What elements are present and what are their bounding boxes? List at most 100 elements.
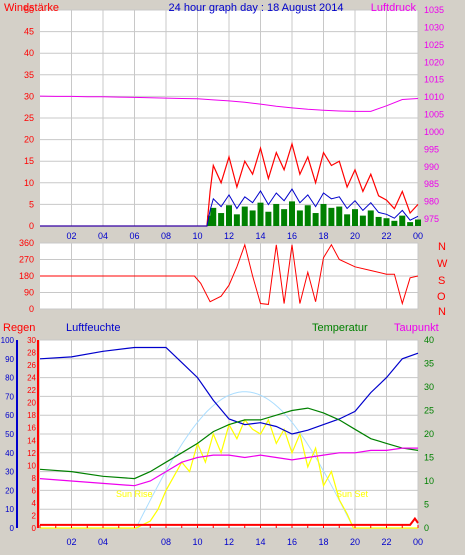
rain-tick-label: 6 (32, 486, 37, 495)
humidity-tick-label: 20 (5, 486, 14, 495)
wind-tick-label: 5 (29, 199, 34, 209)
direction-tick-label: 180 (19, 271, 34, 281)
x-tick-label: 04 (98, 537, 108, 547)
x-tick-label: 18 (318, 231, 328, 241)
x-tick-label: 16 (287, 231, 297, 241)
rain-tick-label: 30 (27, 336, 36, 345)
wind-direction-line (40, 243, 419, 306)
x-tick-label: 00 (413, 231, 423, 241)
solar-max-curve (135, 391, 354, 529)
wind-tick-label: 40 (24, 48, 34, 58)
pressure-tick-label: 1025 (424, 40, 444, 50)
temperature-tick-label: 0 (424, 523, 429, 533)
x-tick-label: 16 (287, 537, 297, 547)
wind-gust-bar (265, 211, 272, 226)
wind-gust-bar (375, 216, 382, 226)
rain-tick-label: 20 (27, 399, 36, 408)
humidity-tick-label: 60 (5, 411, 14, 420)
wind-tick-label: 45 (24, 27, 34, 37)
wind-gust-bar (304, 205, 311, 226)
temperature-tick-label: 20 (424, 429, 434, 439)
temperature-tick-label: 10 (424, 476, 434, 486)
x-tick-label: 00 (413, 537, 423, 547)
rain-line (40, 516, 419, 526)
rain-tick-label: 0 (32, 524, 37, 533)
humidity-tick-label: 40 (5, 449, 14, 458)
x-tick-label: 22 (381, 537, 391, 547)
wind-axis-title: Windstärke (4, 2, 59, 14)
x-tick-label: 04 (98, 231, 108, 241)
wind-tick-label: 10 (24, 178, 34, 188)
rain-tick-label: 14 (27, 436, 36, 445)
wind-tick-label: 25 (24, 113, 34, 123)
wind-average-line (40, 188, 419, 227)
wind-gust-bar (210, 207, 217, 226)
wind-gust-bar (281, 209, 288, 226)
x-tick-label: 14 (255, 537, 265, 547)
pressure-tick-label: 1035 (424, 5, 444, 15)
wind-tick-label: 35 (24, 70, 34, 80)
humidity-tick-label: 100 (1, 336, 15, 345)
wind-gust-bar (218, 213, 225, 226)
wind-gust-bar (391, 220, 398, 226)
wind-tick-label: 0 (29, 221, 34, 231)
temperature-tick-label: 25 (424, 406, 434, 416)
graph-title: 24 hour graph day : 18 August 2014 (169, 2, 344, 14)
rain-axis-title: Regen (3, 322, 35, 334)
wind-gust-bar (289, 201, 295, 226)
direction-tick-label: 90 (24, 288, 34, 298)
rain-tick-label: 26 (27, 361, 36, 370)
pressure-tick-label: 1020 (424, 57, 444, 67)
series-layer (39, 95, 421, 529)
pressure-tick-label: 1030 (424, 22, 444, 32)
wind-tick-label: 20 (24, 135, 34, 145)
wind-gust-bar (241, 206, 248, 226)
wind-gust-bar (352, 209, 358, 226)
x-tick-label: 02 (66, 231, 76, 241)
pressure-tick-label: 1015 (424, 75, 444, 85)
temperature-tick-label: 15 (424, 453, 434, 463)
x-tick-label: 10 (192, 231, 202, 241)
x-tick-label: 12 (224, 231, 234, 241)
compass-n-bottom: N (438, 306, 446, 318)
pressure-tick-label: 1000 (424, 127, 444, 137)
temperature-tick-label: 40 (424, 335, 434, 345)
direction-tick-label: 270 (19, 255, 34, 265)
wind-gust-bar (249, 210, 256, 226)
rain-tick-label: 28 (27, 349, 36, 358)
pressure-tick-label: 985 (424, 179, 439, 189)
temperature-axis-title: Temperatur (312, 322, 368, 334)
compass-s: S (438, 275, 445, 287)
wind-gust-bar (415, 219, 421, 226)
compass-n-top: N (438, 241, 446, 253)
x-tick-label: 20 (350, 537, 360, 547)
rain-tick-label: 22 (27, 386, 36, 395)
wind-gust-bar (344, 214, 351, 226)
rain-tick-label: 24 (27, 374, 36, 383)
x-tick-label: 18 (318, 537, 328, 547)
humidity-tick-label: 10 (5, 505, 14, 514)
wind-tick-label: 50 (24, 5, 34, 15)
wind-speed-line (40, 141, 419, 227)
rain-tick-label: 2 (32, 511, 37, 520)
sun-set-label: Sun Set (336, 489, 369, 499)
wind-gust-bar (312, 213, 319, 226)
wind-gust-bar (273, 203, 280, 226)
dewpoint-line (39, 447, 418, 487)
wind-gust-bar (296, 210, 303, 226)
pressure-axis-title: Luftdruck (371, 2, 417, 14)
direction-tick-label: 0 (29, 304, 34, 314)
humidity-tick-label: 50 (5, 430, 14, 439)
humidity-tick-label: 70 (5, 392, 14, 401)
temperature-tick-label: 30 (424, 382, 434, 392)
x-tick-label: 08 (161, 537, 171, 547)
wind-gust-bar (257, 202, 264, 226)
wind-gust-bar (407, 222, 414, 226)
wind-gust-bar (383, 218, 390, 226)
temperature-tick-label: 5 (424, 500, 429, 510)
x-tick-label: 20 (350, 231, 360, 241)
compass-w: W (437, 258, 448, 270)
pressure-tick-label: 990 (424, 162, 439, 172)
